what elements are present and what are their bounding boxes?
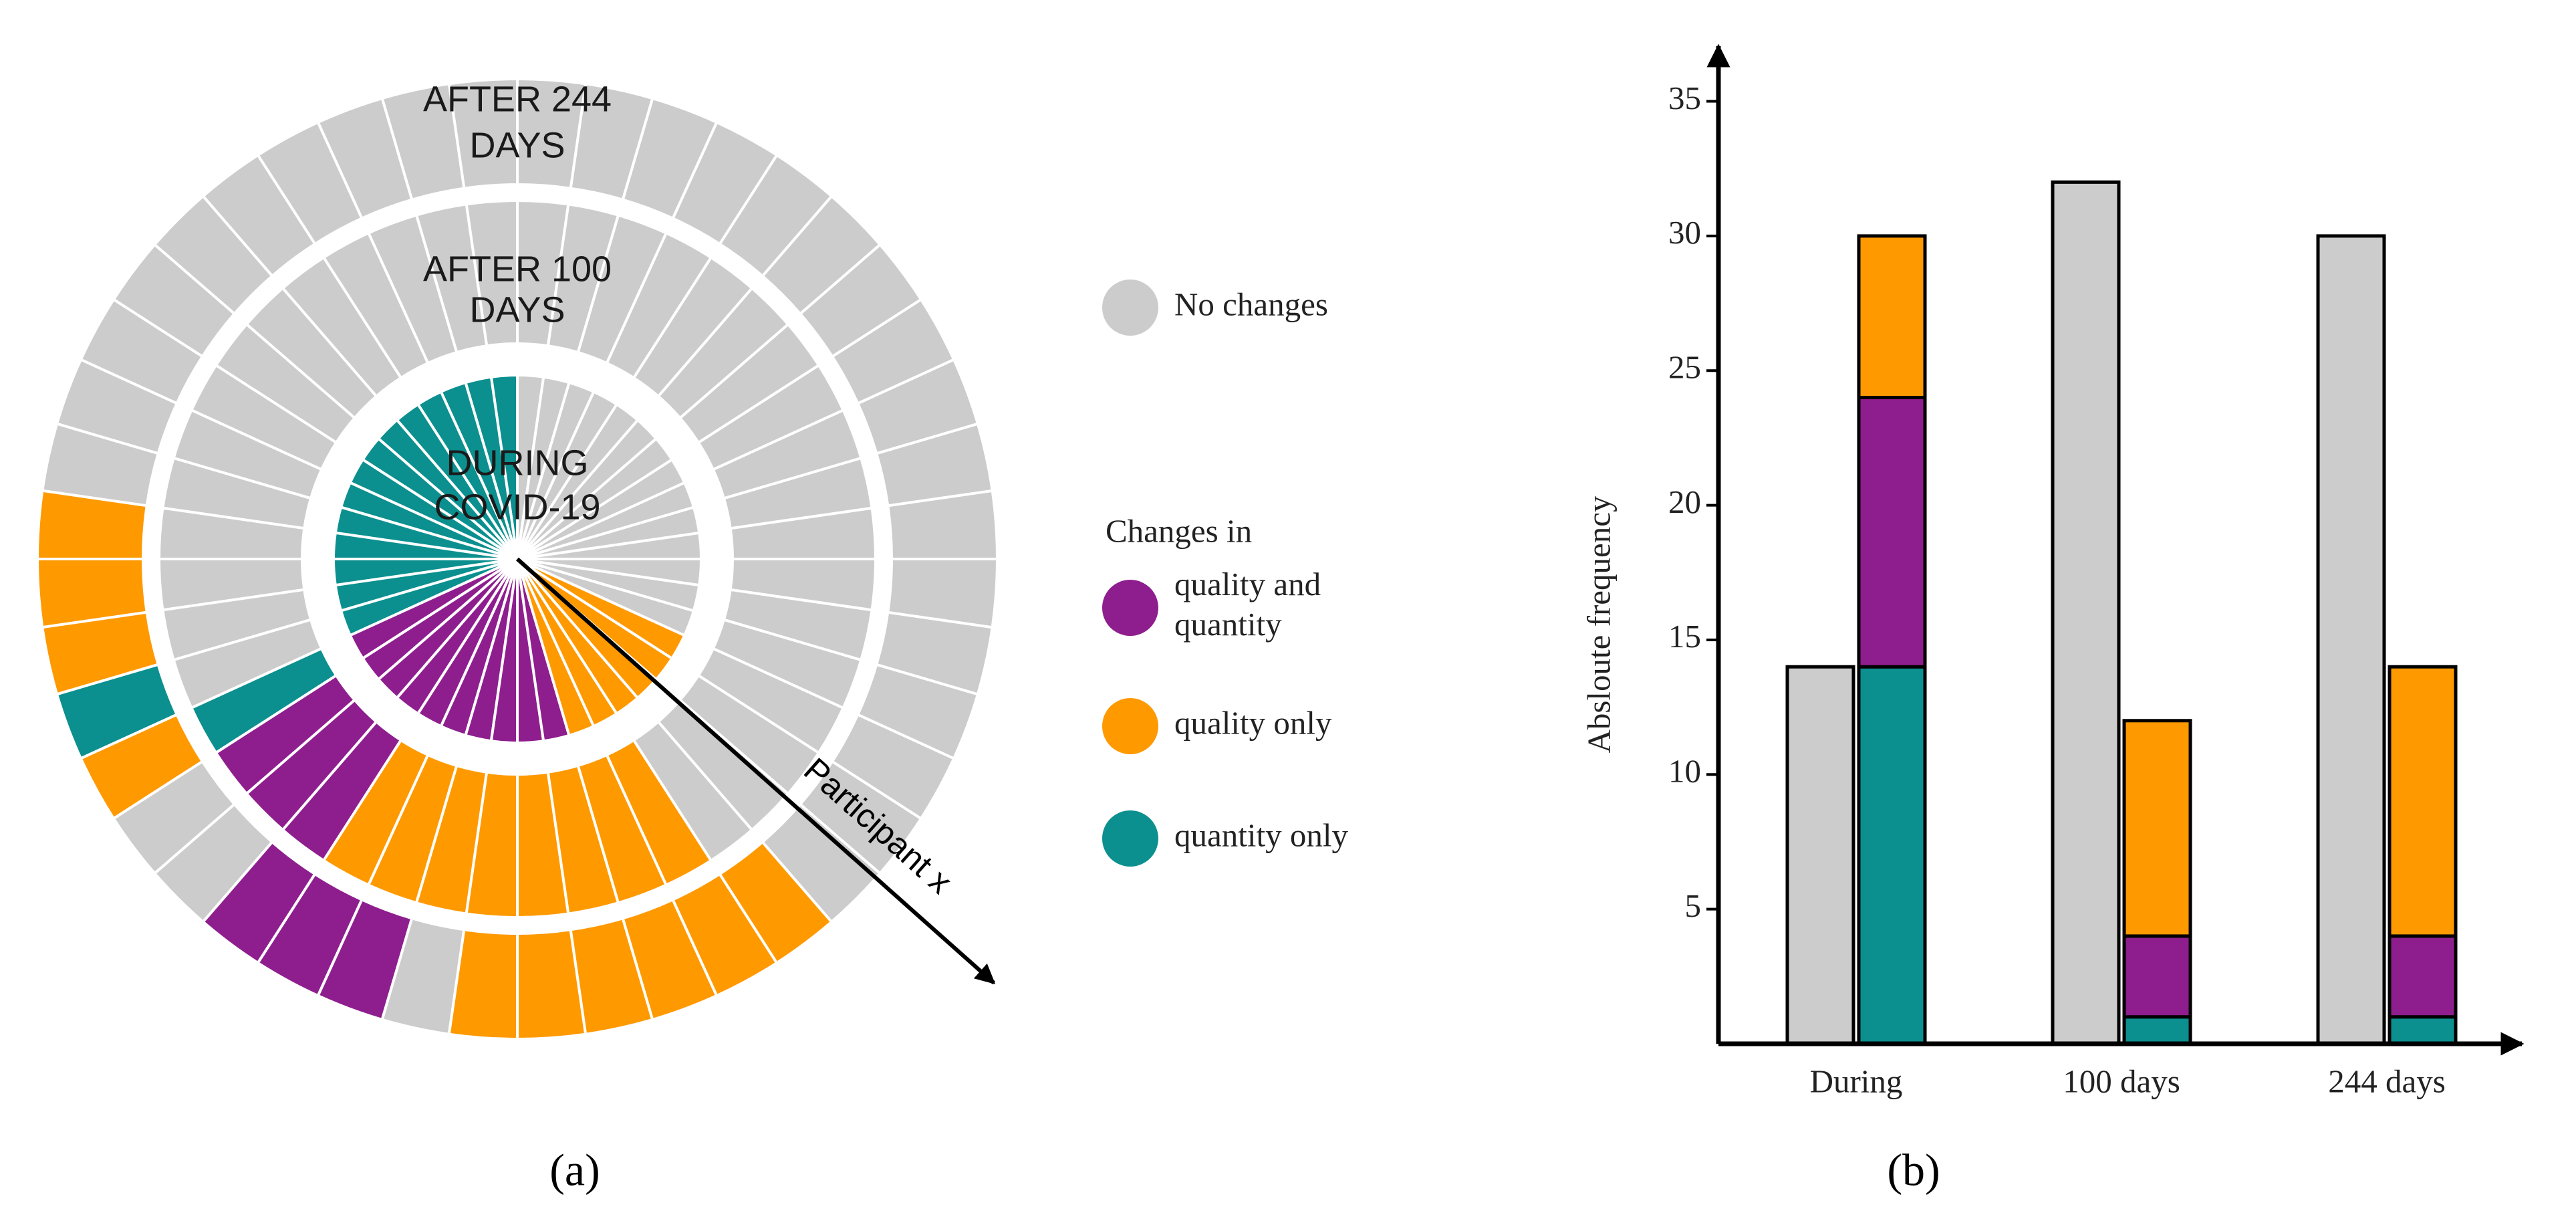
x-tick-label: 244 days <box>2328 1063 2446 1099</box>
ring-label: DAYS <box>469 290 565 330</box>
ring-label: DAYS <box>469 125 565 165</box>
x-tick-label: 100 days <box>2063 1063 2180 1099</box>
ring-segment <box>516 373 545 548</box>
legend-label: No changes <box>1174 286 1328 322</box>
y-tick-label: 30 <box>1668 214 1701 251</box>
ring-segment <box>516 199 570 348</box>
bar <box>2388 934 2458 1019</box>
y-tick-label: 20 <box>1668 483 1701 520</box>
bar <box>1785 665 1855 1046</box>
ring-label: AFTER 100 <box>423 249 612 289</box>
legend-label: quality only <box>1174 704 1332 741</box>
x-tick-label: During <box>1810 1063 1903 1099</box>
ring <box>157 199 878 919</box>
bar <box>2122 719 2192 938</box>
panel-label: (a) <box>549 1145 600 1196</box>
ring <box>35 77 999 1041</box>
bar <box>2316 234 2386 1046</box>
participant-arrow <box>516 557 996 985</box>
legend-label-line: quantity <box>1174 606 1282 643</box>
bar <box>2122 934 2192 1019</box>
bar <box>2388 665 2458 938</box>
legend-label-line: quality and <box>1174 566 1321 602</box>
y-tick-label: 5 <box>1685 887 1702 924</box>
y-tick-label: 10 <box>1668 753 1701 790</box>
legend-title: Changes in <box>1106 512 1252 549</box>
ring <box>332 373 703 745</box>
panel-label: (b) <box>1887 1145 1940 1196</box>
legend-swatch <box>1102 810 1158 867</box>
ring-label: COVID-19 <box>434 487 600 527</box>
bar <box>2122 1015 2192 1046</box>
y-tick-label: 35 <box>1668 80 1701 116</box>
y-tick-label: 25 <box>1668 348 1701 385</box>
bar <box>2388 1015 2458 1046</box>
bar <box>1857 234 1927 400</box>
y-tick-label: 15 <box>1668 618 1701 655</box>
ring-label: DURING <box>446 443 589 483</box>
legend-label: quality and quantity <box>1174 566 1321 643</box>
ring-label: AFTER 244 <box>423 79 612 119</box>
ring-segment <box>516 77 588 190</box>
legend-swatch <box>1102 698 1158 754</box>
bar <box>2051 180 2121 1046</box>
bar <box>1857 665 1927 1046</box>
legend-swatch <box>1102 580 1158 636</box>
legend-swatch <box>1102 280 1158 336</box>
bar <box>1857 396 1927 669</box>
y-axis-label: Absloute frequency <box>1580 495 1617 754</box>
legend-label: quantity only <box>1174 816 1348 853</box>
